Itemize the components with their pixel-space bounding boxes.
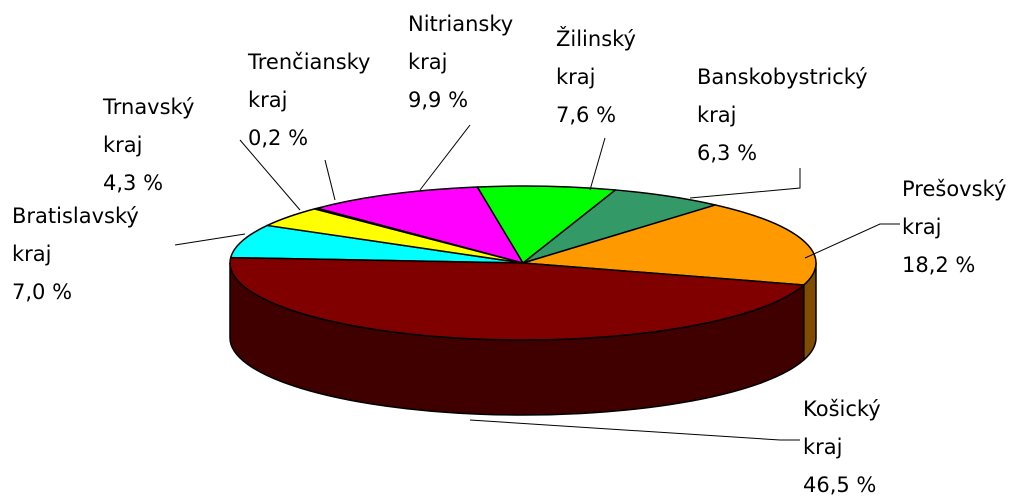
category-label: Trenčiansky kraj	[248, 50, 371, 112]
leader-line	[689, 168, 801, 199]
leader-line	[174, 233, 246, 246]
leader-line	[589, 137, 606, 191]
slice	[476, 185, 617, 264]
slice-label: Trenčiansky kraj 0,2 %	[248, 43, 370, 157]
slice	[316, 186, 524, 264]
slice-label: Banskobystrický kraj 6,3 %	[697, 58, 868, 172]
value-label: 18,2 %	[902, 253, 976, 277]
slice	[229, 224, 524, 264]
slice	[522, 189, 717, 264]
value-label: 7,0 %	[12, 280, 73, 304]
leader-line	[419, 124, 471, 191]
category-label: Žilinský kraj	[556, 27, 636, 89]
value-label: 6,3 %	[697, 141, 758, 165]
slice-label: Nitriansky kraj 9,9 %	[408, 5, 513, 119]
value-label: 0,2 %	[248, 126, 309, 150]
category-label: Banskobystrický kraj	[697, 65, 868, 127]
slice-label: Bratislavský kraj 7,0 %	[12, 197, 139, 311]
leader-line	[469, 419, 800, 441]
slice-label: Žilinský kraj 7,6 %	[556, 20, 636, 134]
slice-label: Košický kraj 46,5 %	[803, 390, 881, 504]
slice-label: Prešovský kraj 18,2 %	[902, 170, 1006, 284]
slice	[229, 256, 805, 341]
category-label: Prešovský kraj	[902, 177, 1007, 239]
leader-line	[324, 159, 336, 201]
value-label: 46,5 %	[803, 473, 877, 497]
category-label: Nitriansky kraj	[408, 12, 514, 74]
value-label: 4,3 %	[103, 171, 164, 195]
category-label: Košický kraj	[803, 397, 881, 459]
category-label: Bratislavský kraj	[12, 204, 139, 266]
value-label: 7,6 %	[556, 103, 617, 127]
leader-line	[804, 223, 900, 259]
leader-line	[239, 139, 301, 211]
slice-label: Trnavský kraj 4,3 %	[103, 88, 194, 202]
value-label: 9,9 %	[408, 88, 469, 112]
category-label: Trnavský kraj	[103, 95, 195, 157]
slice	[522, 204, 817, 286]
